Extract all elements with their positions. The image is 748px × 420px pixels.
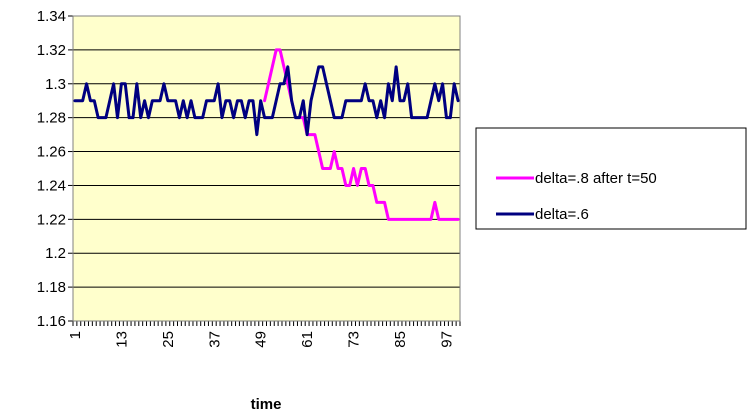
y-axis: 1.16 1.18 1.2 1.22 1.24 1.26 1.28 1.3 1.32 1.34 (37, 8, 74, 330)
y-tick-label: 1.22 (37, 211, 66, 228)
y-tick-label: 1.18 (37, 279, 66, 296)
x-tick-label: 13 (113, 331, 130, 348)
series-lines (73, 48, 460, 221)
x-tick-label: 97 (438, 331, 455, 348)
y-tick-label: 1.32 (37, 42, 66, 59)
y-tick-label: 1.24 (37, 177, 66, 194)
x-axis: 1 13 25 37 49 61 73 85 97 (67, 320, 461, 348)
legend-label-2: delta=.6 (535, 206, 589, 223)
legend: delta=.8 after t=50 delta=.6 (475, 127, 747, 230)
y-tick-label: 1.16 (37, 313, 66, 330)
x-tick-label: 61 (299, 331, 316, 348)
legend-label-1: delta=.8 after t=50 (535, 170, 657, 187)
x-tick-label: 25 (160, 331, 177, 348)
x-tick-label: 37 (206, 331, 223, 348)
x-tick-label: 85 (392, 331, 409, 348)
plot-area (73, 16, 460, 321)
y-tick-label: 1.3 (45, 76, 66, 93)
y-tick-label: 1.34 (37, 8, 66, 25)
x-tick-label: 73 (346, 331, 363, 348)
x-axis-title: time (251, 396, 282, 413)
x-tick-label: 49 (253, 331, 270, 348)
y-tick-label: 1.2 (45, 245, 66, 262)
x-tick-label: 1 (67, 331, 84, 339)
plot-border (72, 15, 461, 322)
y-tick-label: 1.26 (37, 144, 66, 161)
y-tick-label: 1.28 (37, 110, 66, 127)
series-line-2 (73, 65, 460, 137)
